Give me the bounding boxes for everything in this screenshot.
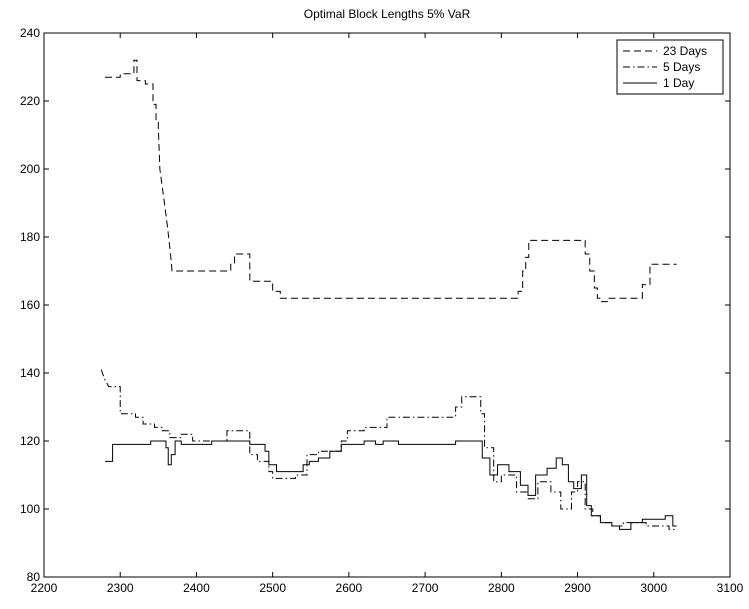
series-line — [100, 369, 677, 530]
y-tick-label: 100 — [20, 502, 40, 516]
y-tick-label: 220 — [20, 94, 40, 108]
legend-label: 23 Days — [663, 44, 707, 58]
legend-box — [616, 39, 724, 95]
x-tick-label: 2300 — [107, 581, 134, 595]
y-tick-label: 80 — [27, 570, 41, 584]
x-tick-label: 2600 — [336, 581, 363, 595]
x-tick-label: 2900 — [564, 581, 591, 595]
x-tick-label: 2500 — [259, 581, 286, 595]
x-tick-label: 2800 — [488, 581, 515, 595]
legend-label: 1 Day — [663, 76, 694, 90]
y-tick-label: 140 — [20, 366, 40, 380]
y-tick-label: 200 — [20, 162, 40, 176]
y-tick-label: 120 — [20, 434, 40, 448]
series-line — [104, 59, 677, 303]
y-tick-label: 180 — [20, 230, 40, 244]
y-tick-label: 240 — [20, 26, 40, 40]
series-line — [104, 440, 677, 530]
chart-title: Optimal Block Lengths 5% VaR — [304, 7, 471, 21]
x-tick-label: 2400 — [183, 581, 210, 595]
x-tick-label: 2200 — [31, 581, 58, 595]
plot-frame — [43, 32, 731, 578]
x-tick-label: 3100 — [717, 581, 744, 595]
x-tick-label: 2700 — [412, 581, 439, 595]
legend-label: 5 Days — [663, 60, 700, 74]
x-tick-label: 3000 — [640, 581, 667, 595]
y-tick-label: 160 — [20, 298, 40, 312]
